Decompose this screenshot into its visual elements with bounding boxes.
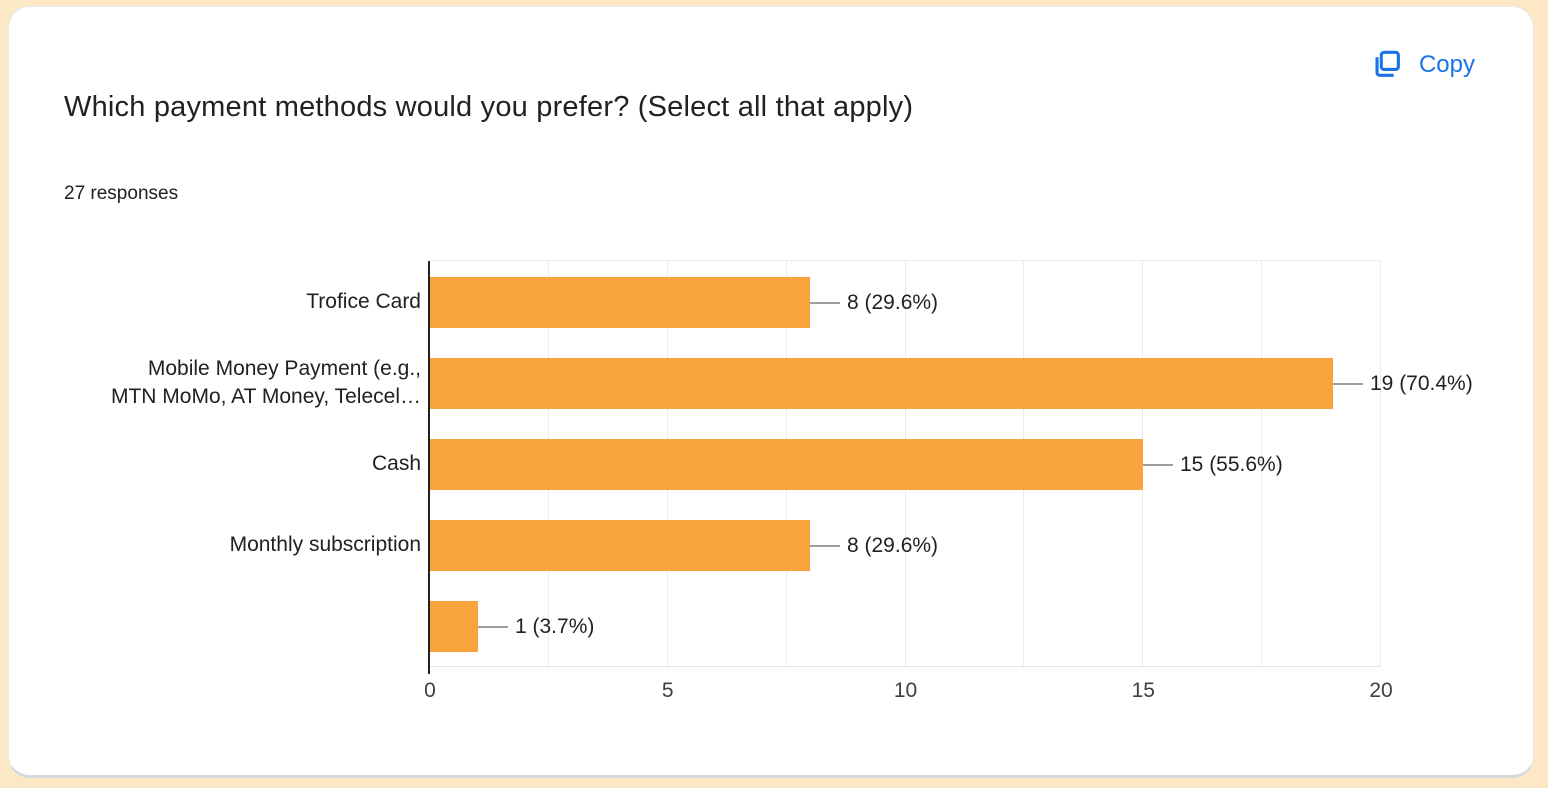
bar-value-label: 8 (29.6%) [847,290,939,314]
category-label [9,600,421,651]
bar-cash[interactable] [430,439,1143,490]
leader-line [1143,463,1173,466]
category-label: Monthly subscription [229,532,421,556]
category-label: Trofice Card [306,289,421,313]
leader-line [1333,382,1363,385]
category-label: Mobile Money Payment (e.g., MTN MoMo, AT… [110,356,421,408]
copy-button-label: Copy [1418,50,1475,78]
bar-mobile-money[interactable] [430,358,1333,409]
question-summary-card: Copy Which payment methods would you pre… [8,6,1534,778]
leader-line [810,544,840,547]
leader-line [478,625,508,628]
bar-value-label: 1 (3.7%) [515,614,595,638]
bar-monthly-subscription[interactable] [430,520,810,571]
bar-row: 8 (29.6%) [430,277,938,328]
bar-value-label: 19 (70.4%) [1370,371,1473,395]
bar-row: 1 (3.7%) [430,601,594,652]
bar-value-label: 15 (55.6%) [1180,452,1283,476]
category-label: Cash [371,451,421,475]
x-tick-label: 0 [424,679,436,702]
bar-other[interactable] [430,601,478,652]
bar-row: 8 (29.6%) [430,520,938,571]
copy-icon [1372,49,1403,80]
bar-row: 19 (70.4%) [430,358,1473,409]
x-tick-label: 20 [1369,679,1393,702]
bar-trofice-card[interactable] [430,277,810,328]
leader-line [810,301,840,304]
x-axis: 0 5 10 15 20 [424,679,1393,709]
x-tick-label: 15 [1131,679,1155,702]
responses-count: 27 responses [64,183,179,204]
bar-chart-plot-area: 8 (29.6%) 19 (70.4%) 15 (55.6%) 8 (29.6%… [428,260,1473,674]
gridline [1380,261,1381,666]
x-tick-label: 10 [893,679,918,702]
copy-button[interactable]: Copy [1372,49,1475,80]
gridline [1261,261,1263,666]
bar-value-label: 8 (29.6%) [847,533,939,557]
category-axis-labels: Trofice Card Mobile Money Payment (e.g.,… [9,260,426,667]
bar-row: 15 (55.6%) [430,439,1283,490]
question-title: Which payment methods would you prefer? … [64,91,914,123]
y-axis-line [428,261,430,674]
x-tick-label: 5 [661,679,674,702]
